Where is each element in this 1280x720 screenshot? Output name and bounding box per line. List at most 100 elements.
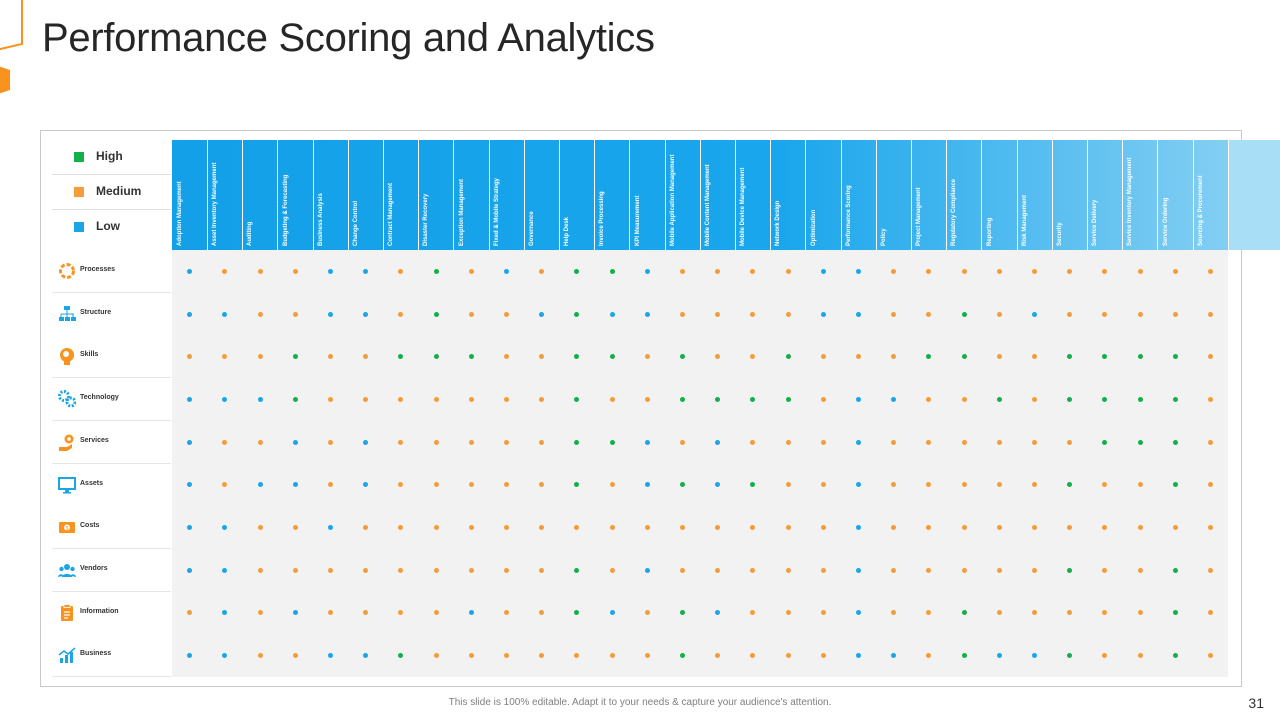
column-header-label: Change Control — [353, 201, 359, 246]
rating-dot — [257, 653, 263, 659]
rating-dot — [820, 439, 826, 445]
column-header-label: Fixed & Mobile Strategy — [493, 177, 500, 246]
rating-dot — [292, 482, 298, 488]
rating-dot — [398, 482, 404, 488]
column-header: Asset Inventory Management — [207, 140, 244, 250]
rating-dot — [1172, 567, 1178, 573]
rating-dot — [539, 396, 545, 402]
rating-dot — [503, 268, 509, 274]
column-header: Mobile Device Management — [735, 140, 772, 250]
rating-dot — [363, 396, 369, 402]
rating-dot — [1102, 653, 1108, 659]
rating-dot — [609, 354, 615, 360]
decorative-outline-shape — [0, 0, 23, 50]
head-gears-icon — [60, 348, 74, 366]
rating-dot — [1207, 268, 1213, 274]
rating-dot — [715, 610, 721, 616]
rating-dot — [820, 482, 826, 488]
rating-dot — [1207, 439, 1213, 445]
rating-dot — [891, 268, 897, 274]
row-label-information: Information — [52, 591, 171, 635]
footer-note: This slide is 100% editable. Adapt it to… — [448, 697, 832, 708]
rating-dot — [398, 311, 404, 317]
rating-dot — [609, 311, 615, 317]
rating-dot — [363, 567, 369, 573]
rating-dot — [609, 610, 615, 616]
rating-dot — [257, 354, 263, 360]
rating-dot — [855, 525, 861, 531]
column-header: Auditing — [242, 140, 279, 250]
column-header-label: Budgeting & Forecasting — [282, 174, 289, 246]
rating-dot — [750, 482, 756, 488]
rating-dot — [1102, 396, 1108, 402]
legend: High Medium Low — [52, 140, 171, 250]
column-header-label: Help Desk — [564, 216, 571, 246]
rating-dot — [398, 525, 404, 531]
rating-dot — [996, 653, 1002, 659]
rating-dot — [891, 311, 897, 317]
rating-dot — [961, 268, 967, 274]
rating-dot — [1207, 396, 1213, 402]
decorative-hexagon-shape — [0, 66, 10, 94]
rating-dot — [1031, 268, 1037, 274]
rating-dot — [503, 354, 509, 360]
column-header-label: Contract Management — [388, 182, 395, 246]
rating-dot — [715, 396, 721, 402]
column-header: Budgeting & Forecasting — [278, 140, 314, 250]
rating-dot — [1137, 311, 1143, 317]
rating-dot — [1102, 311, 1108, 317]
rating-dot — [996, 525, 1002, 531]
rating-dot — [1172, 482, 1178, 488]
rating-dot — [609, 567, 615, 573]
rating-dot — [785, 653, 791, 659]
rating-dot — [468, 354, 474, 360]
rating-dot — [222, 396, 228, 402]
column-header: Network Design — [770, 140, 807, 250]
rating-dot — [468, 268, 474, 274]
rating-dot — [363, 653, 369, 659]
rating-dot — [820, 610, 826, 616]
rating-dot — [855, 268, 861, 274]
slide-title: Performance Scoring and Analytics — [42, 16, 655, 60]
money-icon: $ — [59, 522, 75, 534]
rating-dot — [292, 354, 298, 360]
rating-dot — [539, 268, 545, 274]
rating-dot — [468, 396, 474, 402]
rating-dot — [257, 525, 263, 531]
rating-dot — [679, 268, 685, 274]
rating-dot — [1172, 610, 1178, 616]
rating-dot — [820, 311, 826, 317]
rating-dot — [679, 311, 685, 317]
legend-swatch-medium — [74, 187, 84, 197]
rating-dot — [574, 567, 580, 573]
rating-dot — [644, 653, 650, 659]
rating-dot — [327, 354, 333, 360]
rating-dot — [1207, 311, 1213, 317]
rating-dot — [222, 525, 228, 531]
rating-dot — [1031, 567, 1037, 573]
rating-dot — [539, 482, 545, 488]
rating-dot — [363, 439, 369, 445]
rating-dot — [292, 311, 298, 317]
rating-dot — [926, 525, 932, 531]
column-header-label: Asset Inventory Management — [212, 162, 219, 246]
rating-dot — [1031, 653, 1037, 659]
column-header: KPI Measurement — [630, 140, 666, 250]
rating-dot — [363, 482, 369, 488]
rating-dot — [891, 396, 897, 402]
column-header: Disaster Recovery — [418, 140, 455, 250]
rating-dot — [926, 482, 932, 488]
rating-dot — [327, 396, 333, 402]
rating-dot — [187, 311, 193, 317]
rating-dot — [327, 525, 333, 531]
rating-dot — [820, 268, 826, 274]
rating-dot — [503, 525, 509, 531]
rating-dot — [222, 610, 228, 616]
column-header-strip — [172, 140, 1280, 250]
rating-dot — [891, 610, 897, 616]
legend-label: Medium — [96, 184, 142, 198]
column-header: Service Inventory Management — [1122, 140, 1159, 250]
rating-dot — [1031, 354, 1037, 360]
column-header-label: Disaster Recovery — [423, 193, 430, 246]
row-label-text: Processes — [80, 266, 116, 273]
